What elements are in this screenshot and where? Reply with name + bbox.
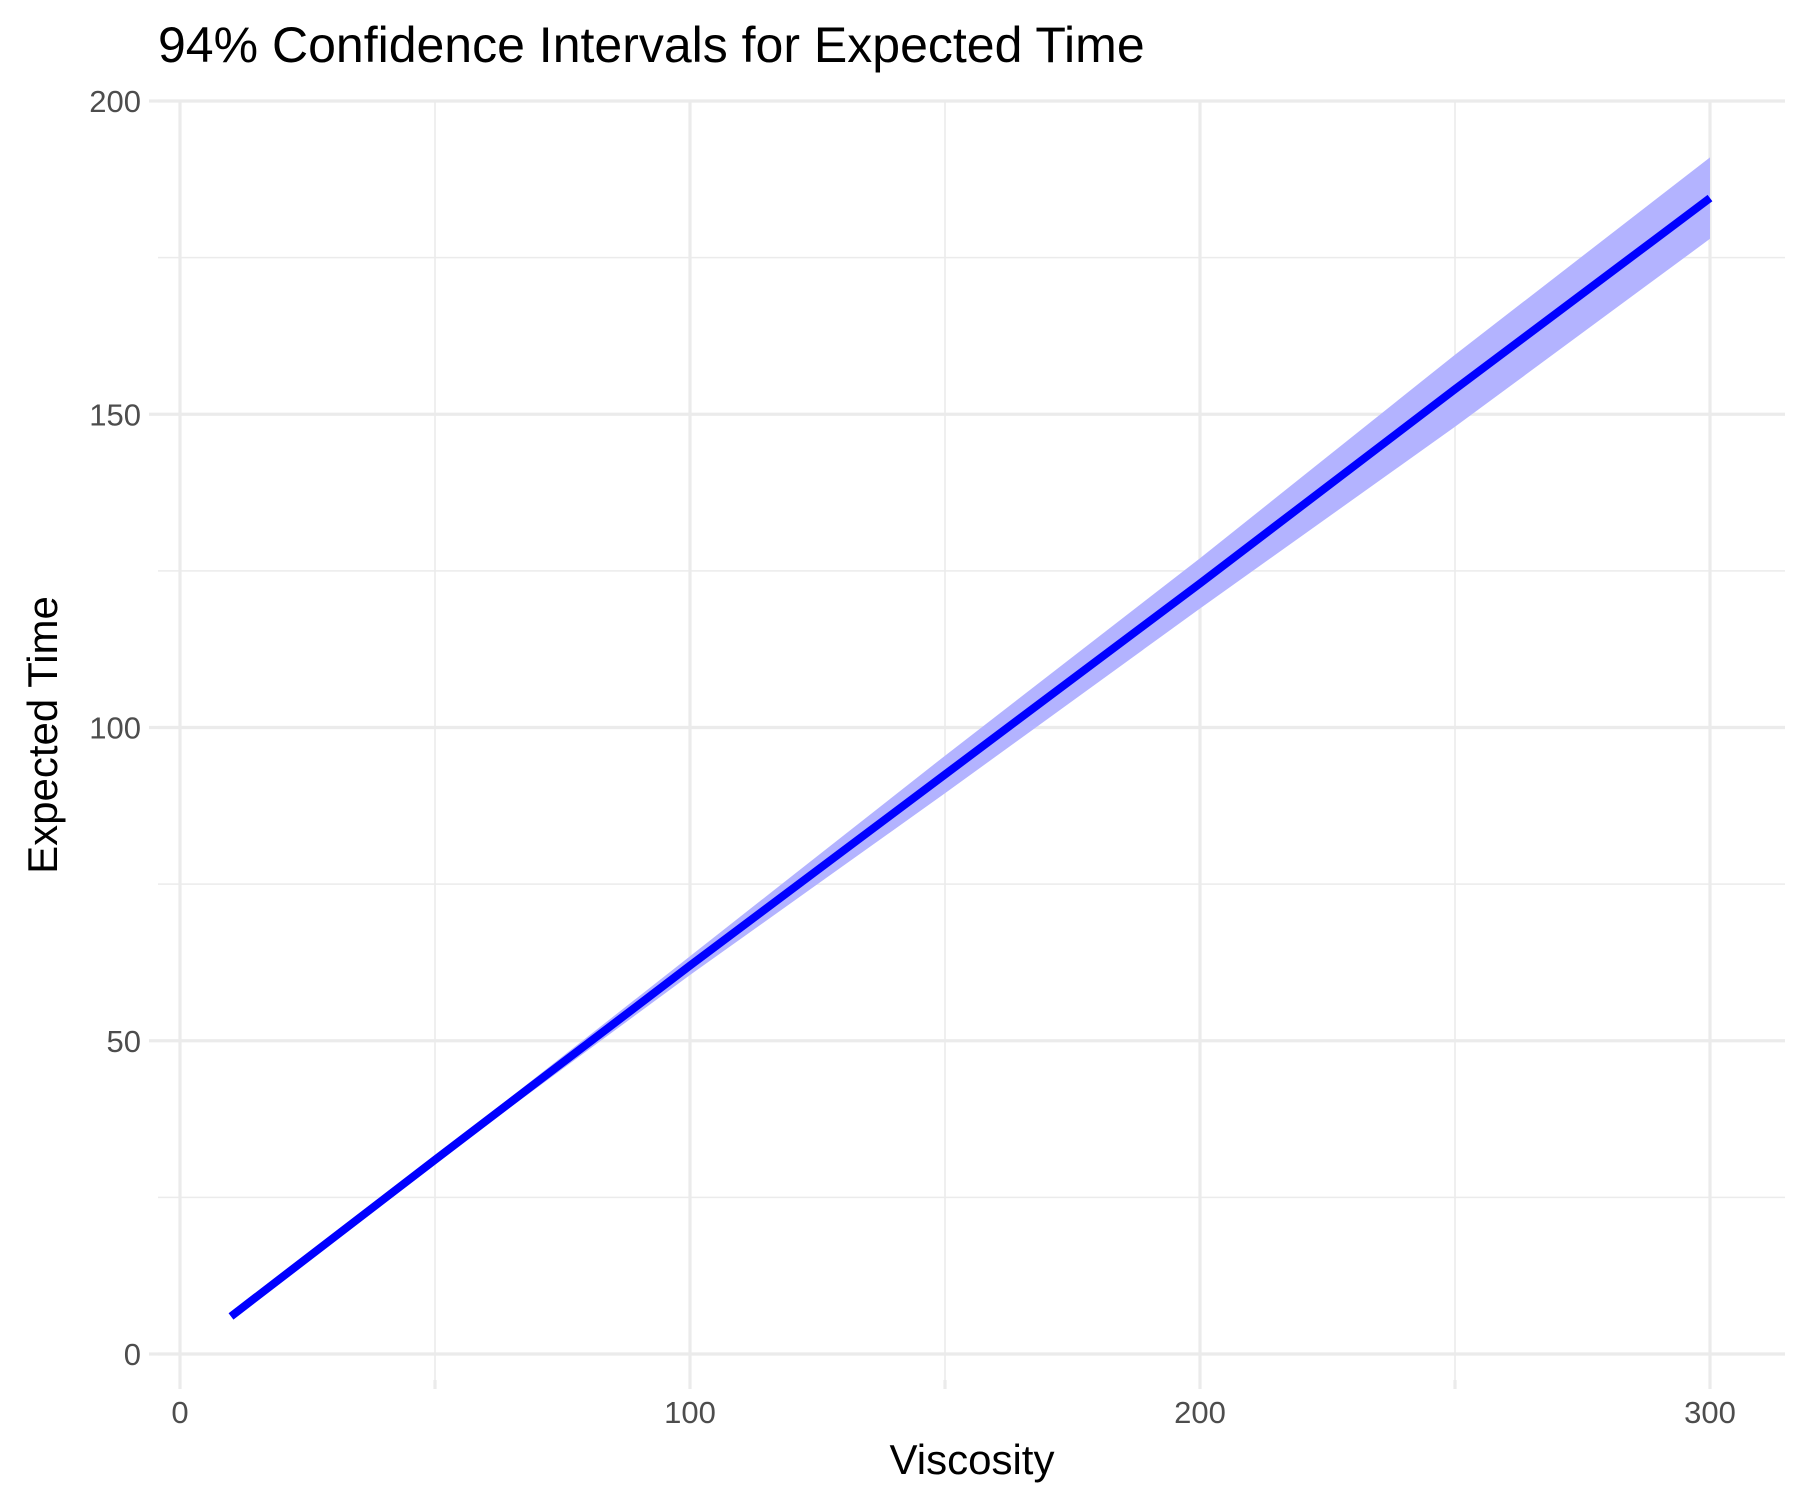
- x-tick-label: 200: [1174, 1395, 1226, 1430]
- confidence-band: [231, 157, 1710, 1317]
- x-tick-label: 0: [171, 1395, 188, 1430]
- expected-time-line: [228, 194, 1713, 1320]
- axis-ticks: [149, 99, 1712, 1389]
- y-tick-label: 0: [124, 1337, 141, 1372]
- x-axis-title: Viscosity: [890, 1436, 1055, 1483]
- chart-title: 94% Confidence Intervals for Expected Ti…: [158, 17, 1145, 73]
- x-tick-label: 300: [1684, 1395, 1736, 1430]
- minor-gridlines: [158, 100, 1785, 1380]
- axis-tick-labels: 0 100 200 300 0 50 100 150 200: [89, 84, 1736, 1430]
- x-tick-label: 100: [664, 1395, 716, 1430]
- major-gridlines: [158, 99, 1785, 1380]
- y-axis-title: Expected Time: [19, 596, 66, 874]
- y-tick-label: 50: [107, 1024, 141, 1059]
- y-tick-label: 200: [89, 84, 141, 119]
- plot-marks: [228, 157, 1713, 1320]
- y-tick-label: 100: [89, 711, 141, 746]
- y-tick-label: 150: [89, 397, 141, 432]
